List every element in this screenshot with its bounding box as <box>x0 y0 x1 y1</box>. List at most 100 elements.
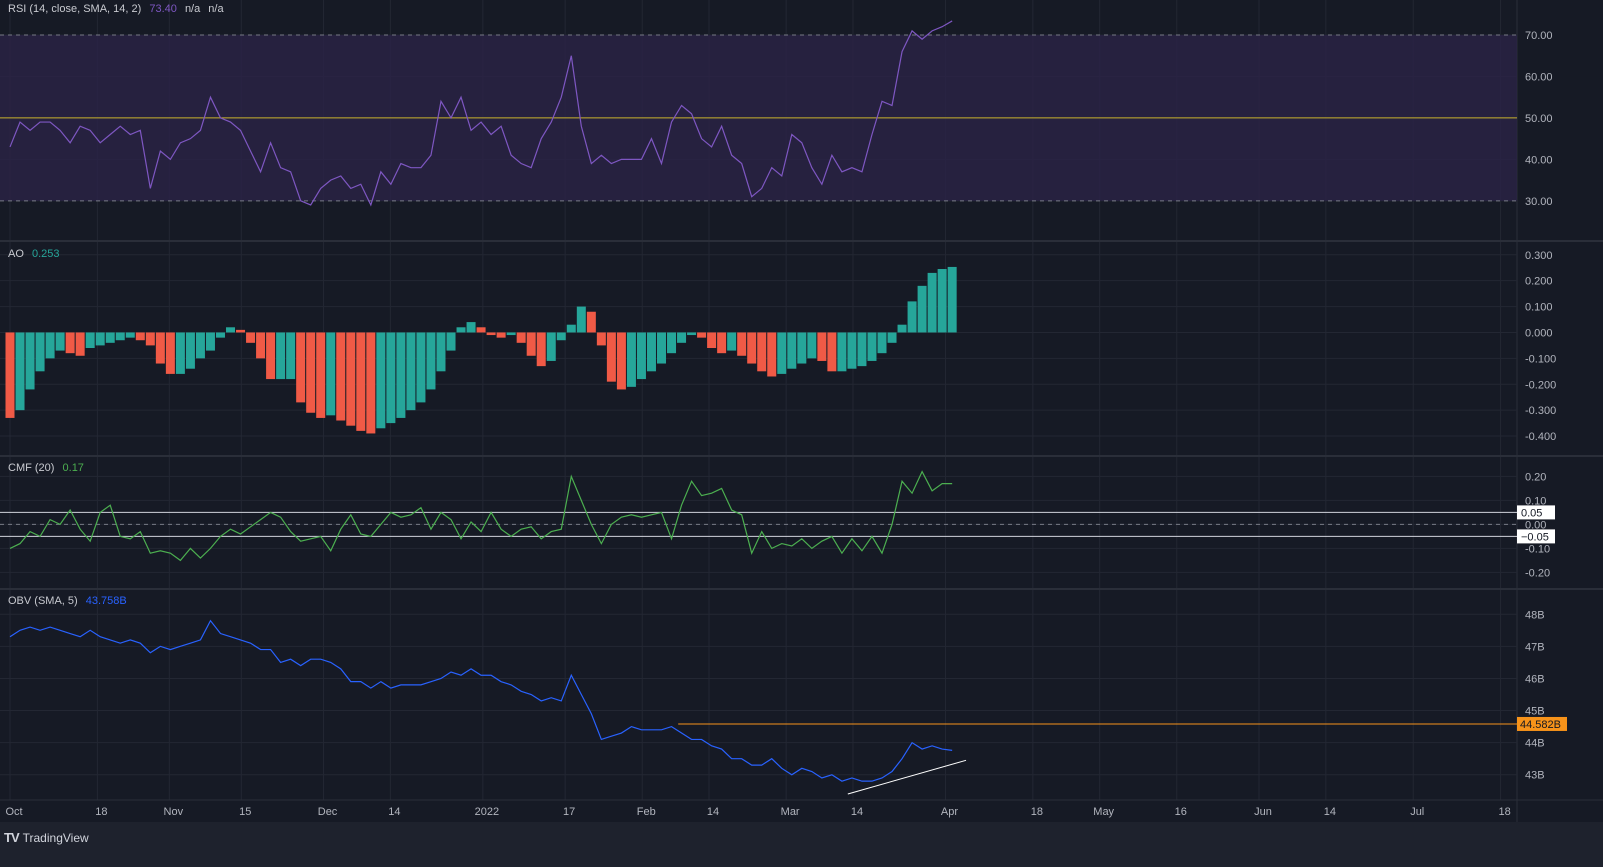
time-axis-label: Jul <box>1410 806 1424 818</box>
footer: TV TradingView <box>0 822 1603 867</box>
ao-bar <box>105 332 115 343</box>
cmf-pane: -0.20 -0.10 0.00 0.10 0.20 0.05 −0.05 <box>0 470 1555 579</box>
cmf-legend-name: CMF (20) <box>8 462 55 474</box>
price-axis-label: -0.20 <box>1525 567 1550 579</box>
rsi-legend-v3: n/a <box>208 3 224 15</box>
time-axis-label: Apr <box>941 806 958 818</box>
tradingview-logo-icon: TV <box>4 830 20 845</box>
price-axis-label: 48B <box>1525 609 1545 621</box>
price-axis-label: 46B <box>1525 673 1545 685</box>
ao-bar <box>747 332 757 364</box>
time-axis-label: 18 <box>95 806 107 818</box>
rsi-line <box>9 20 953 207</box>
rsi-legend-value: 73.40 <box>149 3 177 15</box>
ao-bar <box>576 306 586 333</box>
price-axis-label: 30.00 <box>1525 196 1553 208</box>
ao-bar <box>687 332 697 336</box>
time-axis-label: Mar <box>781 806 800 818</box>
ao-bar <box>817 332 827 361</box>
ao-bar <box>877 332 887 354</box>
ao-bar <box>326 332 336 416</box>
ao-bar <box>226 327 236 333</box>
ao-bar <box>777 332 787 374</box>
ao-bar <box>827 332 837 372</box>
ao-bar <box>5 332 15 418</box>
ao-bar <box>85 332 95 348</box>
price-axis-label: 0.10 <box>1525 495 1546 507</box>
ao-legend[interactable]: AO 0.253 <box>8 248 65 260</box>
cmf-level-tag <box>1517 529 1555 544</box>
ao-bar <box>75 332 85 356</box>
obv-trendline <box>847 759 967 795</box>
cmf-level-tag <box>1517 505 1555 520</box>
ao-bar <box>45 332 55 359</box>
brand-name: TradingView <box>22 830 89 845</box>
ao-bar <box>606 332 616 382</box>
time-axis-label: 16 <box>1175 806 1187 818</box>
ao-bar <box>656 332 666 364</box>
price-axis-label: -0.200 <box>1525 379 1556 391</box>
ao-bar <box>246 332 256 343</box>
time-axis-label: Dec <box>318 806 338 818</box>
ao-bar <box>336 332 346 421</box>
obv-legend[interactable]: OBV (SMA, 5) 43.758B <box>8 595 132 607</box>
ao-bar <box>175 332 185 374</box>
ao-bar <box>266 332 276 380</box>
ao-bar <box>456 327 466 333</box>
price-axis-label: 0.20 <box>1525 471 1546 483</box>
ao-bar <box>115 332 125 341</box>
rsi-legend-v2: n/a <box>184 3 201 15</box>
ao-bar <box>426 332 436 390</box>
price-axis-label: 0.200 <box>1525 276 1553 288</box>
ao-bar <box>677 332 687 343</box>
ao-bar <box>937 269 947 333</box>
chart-canvas[interactable]: Oct 18 Nov 15 Dec 14 2022 17 Feb 14 Mar 14 Apr 18 May 1… <box>0 0 1603 822</box>
ao-bar <box>125 332 135 338</box>
price-axis-label: 45B <box>1525 706 1545 718</box>
ao-bar <box>646 332 656 372</box>
price-axis-label: 43B <box>1525 770 1545 782</box>
ao-bar <box>135 332 145 341</box>
ao-bar <box>145 332 155 346</box>
ao-bar <box>767 332 777 377</box>
obv-pane: 43B 44B 45B 46B 47B 48B 44.582B <box>0 609 1567 795</box>
rsi-legend-name: RSI (14, close, SMA, 14, 2) <box>8 3 142 15</box>
ao-bar <box>907 301 917 333</box>
price-axis-label: 50.00 <box>1525 113 1553 125</box>
time-axis-label: 14 <box>388 806 400 818</box>
ao-bar <box>35 332 45 372</box>
obv-level-label: 44.582B <box>1520 719 1561 731</box>
tradingview-logo[interactable]: TV TradingView <box>4 830 89 845</box>
time-axis-label: 18 <box>1498 806 1510 818</box>
rsi-legend[interactable]: RSI (14, close, SMA, 14, 2) 73.40 n/a n/… <box>8 3 229 15</box>
ao-pane: -0.400 -0.300 -0.200 -0.100 0.000 0.100 0.200 0… <box>0 250 1556 443</box>
time-axis-label: 14 <box>1324 806 1336 818</box>
ao-bar <box>205 332 215 351</box>
ao-bar <box>376 332 386 429</box>
ao-bar <box>516 332 526 343</box>
ao-legend-value: 0.253 <box>31 248 60 260</box>
ao-bar <box>586 311 596 333</box>
ao-bar <box>897 324 907 333</box>
obv-legend-name: OBV (SMA, 5) <box>8 595 78 607</box>
time-axis-label: 18 <box>1031 806 1043 818</box>
ao-bar <box>737 332 747 356</box>
ao-bar <box>185 332 195 369</box>
cmf-legend[interactable]: CMF (20) 0.17 <box>8 462 89 474</box>
ao-bar <box>436 332 446 372</box>
price-axis-label: -0.400 <box>1525 431 1556 443</box>
ao-bar <box>256 332 266 359</box>
obv-line <box>9 619 953 782</box>
ao-bar <box>797 332 807 364</box>
ao-bar <box>296 332 306 403</box>
ao-bar <box>596 332 606 346</box>
ao-bar <box>396 332 406 418</box>
ao-bar <box>476 327 486 333</box>
ao-bar <box>346 332 356 426</box>
ao-bar <box>727 332 737 351</box>
time-axis-label: Nov <box>164 806 184 818</box>
ao-bar <box>286 332 296 380</box>
price-axis-label: -0.300 <box>1525 405 1556 417</box>
ao-bar <box>847 332 857 369</box>
obv-level-tag <box>1517 716 1567 731</box>
